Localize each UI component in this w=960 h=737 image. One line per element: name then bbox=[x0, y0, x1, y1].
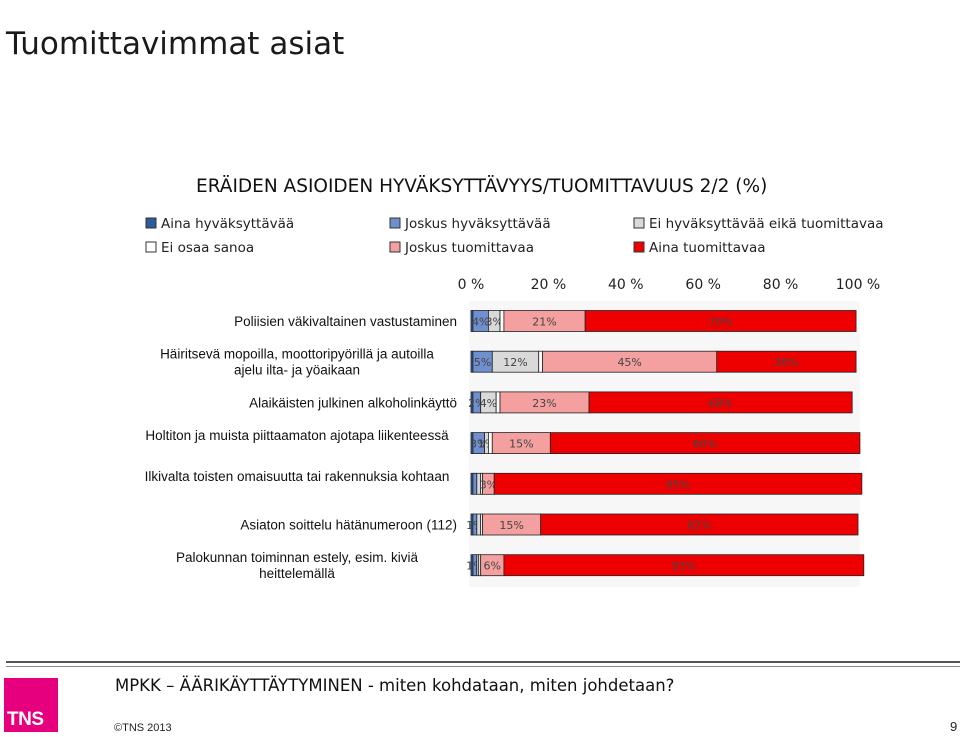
bar-segment-ei-osaa-sanoa bbox=[499, 310, 505, 332]
data-label: 95% bbox=[666, 478, 690, 491]
legend-swatch-aina-tuomittavaa bbox=[633, 241, 645, 253]
footer-text: MPKK – ÄÄRIKÄYTTÄYTYMINEN - miten kohdat… bbox=[115, 676, 675, 695]
bar-segment-ei-osaa-sanoa bbox=[538, 350, 543, 373]
category-label: Holtiton ja muista piittaamaton ajotapa … bbox=[145, 428, 449, 443]
category-label: Ilkivalta toisten omaisuutta tai rakennu… bbox=[145, 469, 450, 484]
data-label: 4% bbox=[480, 397, 497, 410]
legend-swatch-joskus-hyvaksyttavaa bbox=[389, 217, 401, 229]
bar-segment-aina-tuomittavaa bbox=[540, 513, 859, 536]
data-label: 4% bbox=[472, 316, 489, 329]
legend-swatch-ei-hyvaksyttavaa-eika-tuomittavaa bbox=[633, 217, 645, 229]
bar-segment-joskus-hyvaksyttavaa bbox=[472, 472, 478, 495]
data-label: 82% bbox=[687, 519, 711, 532]
legend-swatch-ei-osaa-sanoa bbox=[145, 241, 157, 253]
footer-divider-thin bbox=[6, 666, 960, 667]
data-label: 3% bbox=[485, 316, 502, 329]
bar-segment-aina-tuomittavaa bbox=[503, 554, 865, 577]
category-label: Häiritsevä mopoilla, moottoripyörillä ja… bbox=[160, 347, 434, 362]
slide-title: Tuomittavimmat asiat bbox=[6, 26, 345, 62]
data-label: 93% bbox=[672, 560, 696, 573]
chart-legend: Aina hyväksyttävää Joskus hyväksyttävää Ei… bbox=[145, 216, 884, 256]
data-label: 15% bbox=[499, 519, 523, 532]
bar-segment-aina-tuomittavaa bbox=[549, 432, 861, 455]
logo-text: TNS bbox=[7, 709, 44, 730]
chart-title: ERÄIDEN ASIOIDEN HYVÄKSYTTÄVYYS/TUOMITTA… bbox=[196, 176, 768, 197]
data-label: 21% bbox=[532, 316, 556, 329]
legend-swatch-joskus-tuomittavaa bbox=[389, 241, 401, 253]
stacked-bar-chart: Aina hyväksyttävää Joskus hyväksyttävää Ei… bbox=[144, 216, 884, 582]
x-tick-label: 80 % bbox=[763, 277, 799, 293]
bar-segment-aina-tuomittavaa bbox=[588, 391, 853, 414]
x-axis: 0 % 20 % 40 % 60 % 80 % 100 % bbox=[458, 277, 881, 293]
data-label: 80% bbox=[693, 438, 717, 451]
legend-label-aina-tuomittavaa: Aina tuomittavaa bbox=[649, 240, 766, 256]
category-label: Asiaton soittelu hätänumeroon (112) bbox=[240, 518, 457, 533]
x-tick-label: 60 % bbox=[685, 277, 721, 293]
x-tick-label: 0 % bbox=[458, 277, 485, 293]
data-label: 3% bbox=[480, 478, 497, 491]
legend-swatch-aina-hyvaksyttavaa bbox=[145, 217, 157, 229]
data-label: 68% bbox=[708, 397, 732, 410]
legend-label-joskus-tuomittavaa: Joskus tuomittavaa bbox=[404, 240, 534, 256]
tns-logo: TNS bbox=[4, 678, 58, 732]
data-label: 45% bbox=[617, 356, 641, 369]
bar-segment-ei-hyvaksyttavaa-eika-tuomittavaa bbox=[476, 513, 482, 536]
legend-label-ei-osaa-sanoa: Ei osaa sanoa bbox=[161, 240, 254, 256]
category-label: Alaikäisten julkinen alkoholinkäyttö bbox=[249, 395, 457, 410]
data-label: 70% bbox=[708, 316, 732, 329]
bar-segment-ei-osaa-sanoa bbox=[488, 432, 493, 455]
category-label: Poliisien väkivaltainen vastustaminen bbox=[234, 314, 457, 329]
bar-group: 4%3% 21% 70%5% 12% 45% 36%2%4% 23% 68%3%1% 15% 80… bbox=[466, 310, 865, 577]
data-label: 5% bbox=[474, 356, 491, 369]
data-label: 23% bbox=[532, 397, 556, 410]
x-tick-label: 20 % bbox=[531, 277, 567, 293]
legend-label-aina-hyvaksyttavaa: Aina hyväksyttävää bbox=[161, 216, 294, 232]
bar-segment-aina-tuomittavaa bbox=[716, 350, 857, 373]
data-label: 15% bbox=[509, 438, 533, 451]
bar-segment-aina-tuomittavaa bbox=[493, 472, 863, 495]
data-label: 3% bbox=[470, 438, 487, 451]
category-label: Palokunnan toiminnan estely, esim. kiviä bbox=[176, 550, 419, 565]
copyright: ©TNS 2013 bbox=[114, 722, 172, 734]
data-label: 12% bbox=[503, 356, 527, 369]
bar-segment-aina-tuomittavaa bbox=[584, 310, 857, 332]
data-label: 6% bbox=[484, 560, 501, 573]
legend-label-joskus-hyvaksyttavaa: Joskus hyväksyttävää bbox=[404, 216, 551, 232]
category-label: heittelemällä bbox=[259, 566, 335, 581]
page-number: 9 bbox=[950, 719, 958, 734]
x-tick-label: 40 % bbox=[608, 277, 644, 293]
category-label: ajelu ilta- ja yöaikaan bbox=[234, 363, 360, 378]
bar-segment-ei-osaa-sanoa bbox=[495, 391, 501, 414]
legend-label-ei-hyvaksyttavaa-eika-tuomittavaa: Ei hyväksyttävää eikä tuomittavaa bbox=[649, 216, 884, 232]
data-label: 36% bbox=[774, 356, 798, 369]
x-tick-label: 100 % bbox=[836, 277, 880, 293]
footer-divider bbox=[6, 661, 960, 663]
category-labels: Poliisien väkivaltainen vastustaminen Häi… bbox=[145, 314, 457, 581]
